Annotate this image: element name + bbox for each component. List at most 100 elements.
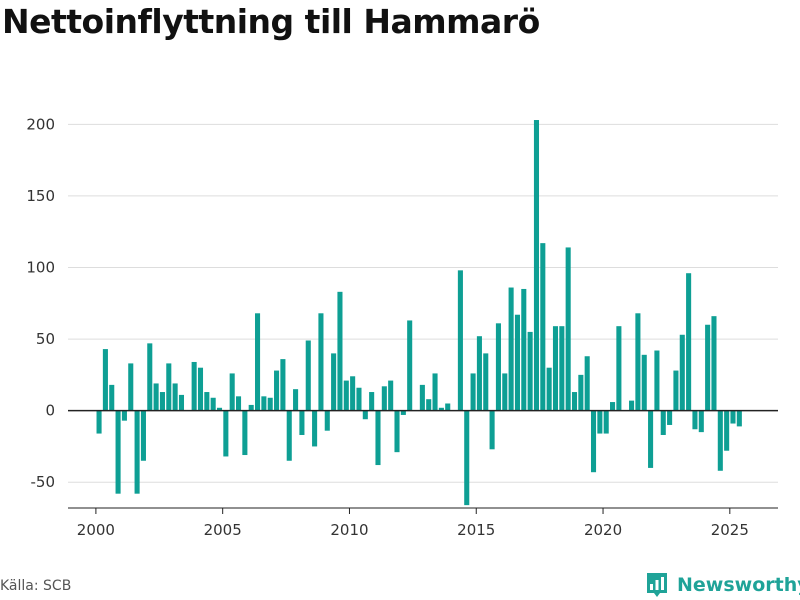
x-tick-label: 2010: [330, 521, 368, 539]
bar: [286, 410, 292, 461]
bar: [445, 403, 451, 411]
bar: [210, 397, 216, 411]
axes: [68, 409, 778, 514]
bar: [229, 373, 235, 411]
bar: [178, 394, 185, 411]
bar: [495, 323, 501, 411]
x-tick-label: 2020: [584, 521, 622, 539]
bar: [388, 380, 394, 411]
bar: [312, 410, 318, 447]
bar: [267, 397, 273, 411]
bar: [533, 120, 540, 411]
bar: [432, 373, 438, 411]
bar: [584, 356, 590, 411]
bar: [711, 316, 717, 411]
bar: [559, 326, 565, 411]
x-tick-label: 2025: [711, 521, 749, 539]
bar: [299, 410, 305, 435]
bar: [134, 410, 140, 494]
source-note: Källa: SCB: [0, 578, 72, 594]
bar: [552, 326, 559, 411]
bar: [679, 334, 685, 411]
bar: [660, 410, 666, 435]
bar: [470, 373, 476, 411]
bar: [546, 367, 552, 411]
y-tick-label: 50: [36, 330, 55, 348]
bar: [255, 313, 261, 411]
bar: [362, 410, 368, 420]
bar: [578, 374, 584, 411]
bar: [717, 410, 723, 471]
bar: [705, 324, 711, 411]
y-tick-label: 100: [26, 258, 55, 276]
x-tick-label: 2000: [77, 521, 115, 539]
bar: [610, 402, 616, 411]
bar: [641, 354, 647, 411]
bar: [508, 287, 514, 411]
bar: [590, 410, 597, 473]
bar: [96, 410, 102, 434]
bar: [502, 373, 508, 411]
bar: [483, 353, 489, 411]
bar: [343, 380, 349, 411]
bar: [115, 410, 121, 494]
bar: [527, 331, 533, 411]
bar: [381, 386, 387, 411]
bar: [369, 392, 375, 411]
bar: [476, 336, 482, 411]
bar: [293, 389, 299, 411]
bar: [635, 313, 641, 411]
bar: [261, 396, 267, 411]
bar: [216, 407, 223, 411]
bar: [375, 410, 381, 466]
bar: [419, 384, 425, 411]
bar: [394, 410, 400, 453]
bar: [400, 410, 406, 415]
bar: [331, 353, 337, 411]
bar: [597, 410, 603, 434]
bar: [191, 361, 197, 411]
bar: [667, 410, 673, 425]
bar: [305, 340, 311, 411]
bar: [102, 349, 108, 411]
bar: [540, 243, 546, 411]
bar: [724, 410, 730, 451]
bar: [197, 367, 204, 411]
bar: [235, 396, 242, 411]
chart-title: Nettoinflyttning till Hammarö: [2, 2, 540, 41]
bar: [166, 363, 172, 411]
bar: [603, 410, 609, 434]
bar: [565, 247, 571, 411]
bar: [159, 392, 165, 411]
bar: [654, 350, 660, 411]
bar: [698, 410, 704, 433]
bar: [407, 320, 413, 411]
bar: [673, 370, 679, 411]
x-tick-label: 2005: [204, 521, 242, 539]
y-tick-label: 0: [45, 402, 55, 420]
bar: [128, 363, 134, 411]
brand-logo[interactable]: Newsworthy: [645, 570, 800, 600]
y-tick-label: -50: [31, 473, 56, 491]
bar: [280, 359, 286, 411]
bar: [147, 343, 153, 411]
bar: [426, 399, 432, 411]
bar: [121, 410, 127, 421]
bar: [324, 410, 330, 431]
bar: [489, 410, 495, 450]
bar: [629, 400, 635, 411]
bar: [223, 410, 229, 457]
bar-chart-logo-icon: [647, 573, 667, 597]
bar: [140, 410, 146, 461]
y-tick-label: 200: [26, 115, 55, 133]
bar: [514, 314, 520, 411]
bar: [153, 383, 159, 411]
bar: [204, 392, 210, 411]
bar: [464, 410, 470, 506]
bar: [521, 288, 527, 411]
bar: [172, 383, 178, 411]
bar: [356, 387, 362, 411]
bar: [571, 392, 578, 411]
bar: [438, 407, 444, 411]
